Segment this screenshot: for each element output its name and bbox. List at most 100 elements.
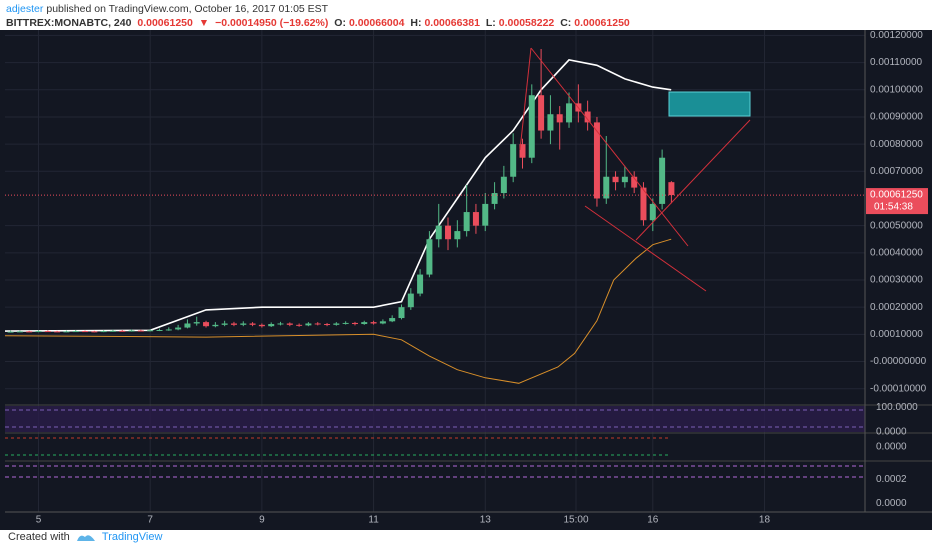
candle-body	[547, 114, 554, 131]
last-price: 0.00061250	[137, 17, 193, 29]
trend-line[interactable]	[635, 119, 751, 241]
candle-body	[435, 225, 442, 240]
y-tick-label: 0.00110000	[870, 57, 923, 68]
candle-body	[258, 324, 265, 327]
candle-body	[82, 331, 89, 333]
candle-body	[156, 330, 163, 331]
candle-body	[603, 176, 610, 199]
candle-body	[109, 330, 116, 332]
low-label: L:	[485, 17, 496, 29]
candle-body	[72, 331, 79, 333]
x-tick-label: 13	[480, 515, 492, 526]
x-tick-label: 7	[147, 515, 153, 526]
candle-body	[649, 203, 656, 221]
trend-line[interactable]	[519, 47, 532, 151]
candle-body	[212, 324, 219, 327]
y-tick-label: -0.00000000	[870, 356, 927, 367]
y-tick-label: 0.00040000	[870, 247, 923, 258]
candle-body	[314, 323, 321, 325]
candle-body	[333, 323, 340, 325]
candle-body	[584, 111, 591, 123]
change: −0.00014950 (−19.62%)	[215, 17, 329, 29]
footer: Created with TradingView	[8, 531, 162, 543]
candle-body	[640, 187, 647, 221]
candle-body	[342, 322, 349, 324]
y-tick-label: 0.00120000	[870, 30, 923, 41]
candle-body	[556, 114, 563, 123]
high-value: 0.00066381	[424, 17, 480, 29]
candle-body	[324, 324, 331, 326]
candle-body	[389, 318, 396, 322]
x-tick-label: 9	[259, 515, 265, 526]
change-arrow: ▼	[198, 17, 210, 29]
candle-body	[221, 323, 228, 325]
candle-body	[593, 122, 600, 199]
candle-body	[454, 231, 461, 240]
candle-body	[538, 95, 545, 131]
candle-body	[491, 193, 498, 204]
overlay-line	[4, 59, 672, 332]
logo	[76, 535, 95, 542]
candle-body	[137, 330, 144, 332]
y-tick-label: 0.00070000	[870, 166, 923, 177]
brand[interactable]: TradingView	[101, 531, 163, 544]
candle-body	[240, 323, 247, 325]
candle-body	[35, 331, 42, 333]
symbol-line: BITTREX:MONABTC, 240 0.00061250 ▼ −0.000…	[6, 17, 633, 29]
candle-body	[128, 330, 135, 332]
candle-body	[631, 176, 638, 188]
trend-line[interactable]	[584, 205, 707, 292]
y-tick-label: 0.00050000	[870, 220, 923, 231]
candle-body	[277, 323, 284, 325]
y-tick-label: 0.00030000	[870, 275, 923, 286]
candle-body	[417, 274, 424, 294]
candle-body	[230, 323, 237, 325]
candle-body	[249, 323, 256, 325]
countdown: 01:54:38	[874, 202, 913, 213]
last-price-label: 0.00061250	[870, 190, 923, 201]
candle-body	[147, 330, 154, 332]
candle-body	[63, 331, 70, 333]
candle-body	[44, 331, 51, 333]
candle-body	[500, 176, 507, 194]
candle-body	[91, 331, 98, 333]
y-tick-label: -0.00010000	[870, 383, 927, 394]
candle-body	[54, 331, 61, 333]
candle-body	[119, 330, 126, 332]
candle-body	[370, 322, 377, 324]
author[interactable]: adjester	[6, 3, 44, 15]
target-box[interactable]	[668, 91, 751, 117]
close-label: C:	[560, 17, 572, 29]
x-tick-label: 15:00	[563, 515, 588, 526]
x-tick-label: 11	[368, 515, 379, 526]
candle-body	[528, 95, 535, 158]
candle-body	[463, 212, 470, 232]
candle-body	[510, 144, 517, 177]
candle-body	[566, 103, 573, 123]
chart: 0.00120000 0.00110000 0.00100000 0.00090000…	[0, 30, 932, 530]
labels: 0.00120000 0.00110000 0.00100000 0.00090000…	[36, 30, 928, 526]
x-tick-label: 16	[647, 515, 659, 526]
marks	[4, 49, 865, 384]
candle-body	[407, 293, 414, 308]
candle-body	[296, 324, 303, 326]
candle-body	[203, 322, 210, 327]
drawings	[519, 47, 751, 292]
y-tick-label: 0.00090000	[870, 112, 923, 123]
last-price-box	[866, 188, 928, 215]
pane-tick-label: 0.0000	[876, 498, 907, 509]
candle-body	[445, 225, 452, 240]
created-with: Created with	[8, 531, 70, 544]
candle-body	[184, 323, 191, 328]
candle-body	[361, 322, 368, 325]
candle-body	[351, 322, 358, 325]
candle-body	[305, 323, 312, 326]
candle-body	[668, 182, 675, 196]
close-value: 0.00061250	[574, 17, 630, 29]
pane-tick-label: 0.0000	[876, 442, 907, 453]
y-tick-label: 0.00100000	[870, 84, 923, 95]
candle-body	[621, 176, 628, 183]
candle-body	[519, 144, 526, 158]
publish-line: adjester published on TradingView.com, Oc…	[6, 3, 331, 15]
